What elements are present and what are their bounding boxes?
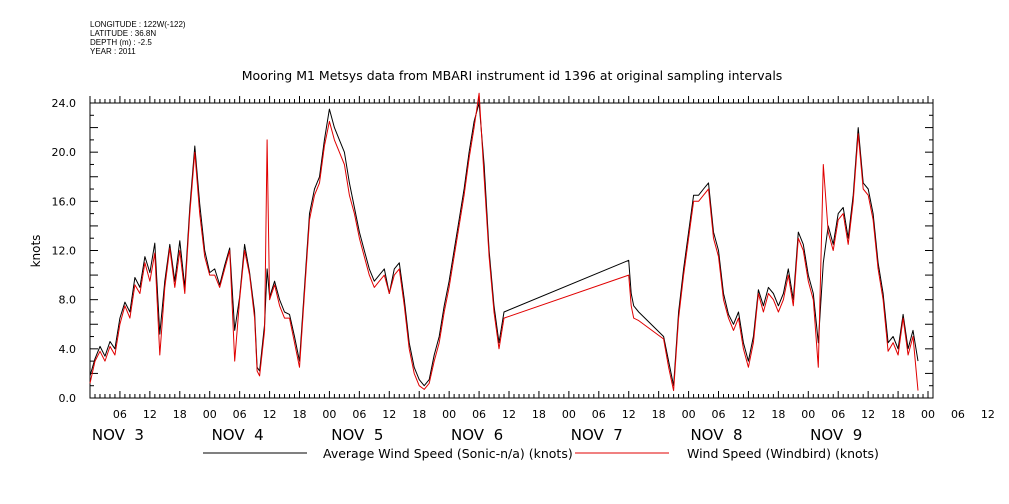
x-tick-label: 18 <box>891 408 905 421</box>
x-tick-label: 18 <box>532 408 546 421</box>
x-tick-label: 12 <box>622 408 636 421</box>
chart-title: Mooring M1 Metsys data from MBARI instru… <box>242 68 783 83</box>
y-tick-label: 8.0 <box>59 294 77 307</box>
x-day-label: NOV 5 <box>331 426 383 444</box>
x-tick-label: 00 <box>322 408 336 421</box>
legend: Average Wind Speed (Sonic-n/a) (knots) W… <box>203 446 879 461</box>
y-tick-label: 0.0 <box>59 392 77 405</box>
plot-frame <box>89 102 934 399</box>
x-tick-label: 18 <box>293 408 307 421</box>
x-day-label: NOV 9 <box>810 426 862 444</box>
longitude-label: LONGITUDE : 122W(-122) <box>90 20 186 29</box>
x-axis: 06 12 18 00 06 12 18 00 06 12 18 00 06 12 18 00 06 12 18 00… <box>89 96 995 444</box>
series-line-sonic <box>89 102 919 387</box>
x-day-label: NOV 3 <box>92 426 144 444</box>
x-tick-label: 06 <box>352 408 366 421</box>
x-tick-label: 00 <box>203 408 217 421</box>
y-tick-label: 20.0 <box>52 146 77 159</box>
station-metadata: LONGITUDE : 122W(-122) LATITUDE : 36.8N … <box>90 20 186 56</box>
x-day-label: NOV 8 <box>690 426 742 444</box>
x-tick-label: 06 <box>831 408 845 421</box>
legend-label-sonic: Average Wind Speed (Sonic-n/a) (knots) <box>323 446 573 461</box>
y-tick-label: 24.0 <box>52 97 77 110</box>
x-tick-label: 18 <box>652 408 666 421</box>
x-tick-label: 06 <box>592 408 606 421</box>
y-tick-label: 16.0 <box>52 195 77 208</box>
x-tick-label: 12 <box>263 408 277 421</box>
series-line-windbird <box>89 92 919 392</box>
x-tick-label: 12 <box>382 408 396 421</box>
x-tick-label: 12 <box>502 408 516 421</box>
x-tick-label: 18 <box>771 408 785 421</box>
x-tick-label: 06 <box>951 408 965 421</box>
x-tick-label: 18 <box>173 408 187 421</box>
latitude-label: LATITUDE : 36.8N <box>90 29 157 38</box>
x-tick-label: 00 <box>682 408 696 421</box>
x-tick-label: 12 <box>143 408 157 421</box>
x-tick-label: 06 <box>472 408 486 421</box>
x-day-label: NOV 7 <box>571 426 623 444</box>
depth-label: DEPTH (m) : -2.5 <box>90 38 152 47</box>
y-axis-label: knots <box>29 235 43 268</box>
x-tick-label: 06 <box>113 408 127 421</box>
y-tick-label: 12.0 <box>52 245 77 258</box>
x-tick-label: 12 <box>741 408 755 421</box>
x-tick-label: 00 <box>921 408 935 421</box>
x-tick-label: 12 <box>861 408 875 421</box>
x-tick-label: 00 <box>442 408 456 421</box>
x-tick-label: 06 <box>712 408 726 421</box>
x-tick-label: 06 <box>233 408 247 421</box>
y-axis: 0.0 4.0 8.0 12.0 16.0 20.0 24.0 <box>52 97 933 405</box>
x-tick-label: 00 <box>562 408 576 421</box>
x-tick-label: 00 <box>801 408 815 421</box>
x-day-label: NOV 6 <box>451 426 503 444</box>
y-tick-label: 4.0 <box>59 343 77 356</box>
x-tick-label: 18 <box>412 408 426 421</box>
series-layer <box>89 92 919 392</box>
x-day-label: NOV 4 <box>212 426 264 444</box>
year-label: YEAR : 2011 <box>90 47 136 56</box>
x-tick-label: 12 <box>981 408 995 421</box>
legend-label-windbird: Wind Speed (Windbird) (knots) <box>687 446 879 461</box>
